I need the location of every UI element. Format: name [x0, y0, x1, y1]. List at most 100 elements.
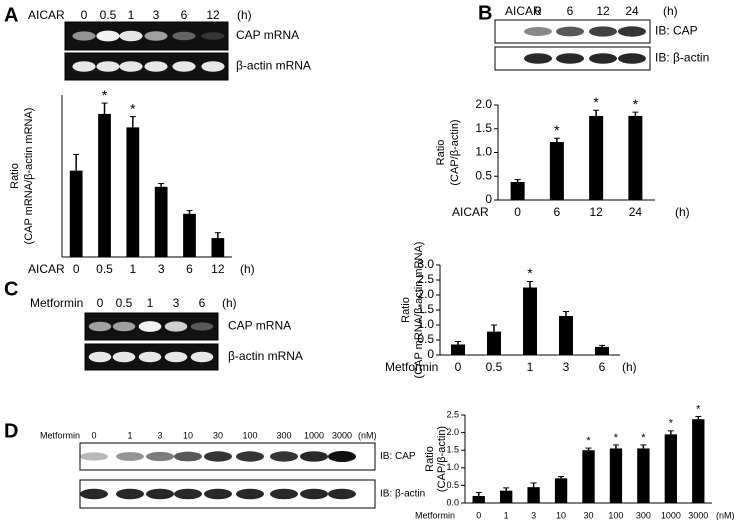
y-tick-label: 1.0 [475, 145, 492, 159]
band [72, 31, 96, 41]
y-axis-subtitle: (CAP mRNA/β-actin mRNA) [23, 108, 35, 245]
bar [154, 186, 168, 257]
bar [451, 344, 465, 355]
band [556, 53, 584, 64]
y-axis-title: Ratio [9, 163, 21, 189]
band [146, 451, 174, 462]
lane-label: 1 [147, 296, 154, 310]
band [172, 61, 196, 72]
lane-label: 300 [276, 430, 291, 440]
treatment-label: Metformin [30, 296, 83, 310]
x-axis-title: AICAR [452, 205, 489, 219]
x-tick-label: 1 [527, 360, 534, 374]
band [72, 61, 96, 72]
blot-row-label: IB: β-actin [655, 51, 709, 65]
x-tick-label: 0 [476, 510, 481, 520]
bar [554, 478, 568, 503]
band [144, 61, 168, 72]
lane-label: 0.5 [100, 8, 117, 22]
x-tick-label: 1 [129, 262, 136, 276]
lane-label: 0 [91, 430, 96, 440]
lane-label: 0.5 [116, 296, 133, 310]
band [112, 321, 136, 332]
band [174, 451, 202, 462]
y-tick-label: 3.0 [417, 257, 434, 271]
band [270, 451, 298, 462]
x-tick-label: 0 [455, 360, 462, 374]
bar [98, 113, 111, 258]
band [524, 27, 552, 36]
lane-label: 1000 [304, 430, 324, 440]
blot-row-label: CAP mRNA [236, 28, 299, 42]
x-tick-label: 0 [73, 262, 80, 276]
y-tick-label: 1.5 [446, 445, 459, 455]
lane-label: 3 [153, 8, 160, 22]
y-tick-label: 1.0 [417, 317, 434, 331]
x-tick-label: 3 [531, 510, 536, 520]
band [172, 31, 196, 41]
panel-letter: C [4, 278, 18, 300]
band [144, 31, 168, 41]
x-tick-label: 0.5 [96, 262, 113, 276]
lane-label: 3 [157, 430, 162, 440]
x-tick-label: 6 [554, 205, 561, 219]
x-axis-title: Metformin [415, 510, 455, 520]
y-axis-title: Ratio [424, 446, 436, 472]
y-tick-label: 0.5 [475, 168, 492, 182]
lane-label: 3 [173, 296, 180, 310]
y-tick-label: 0.5 [417, 332, 434, 346]
band [236, 451, 264, 462]
band [300, 488, 328, 500]
lane-label: 24 [625, 4, 639, 18]
band [556, 26, 584, 37]
bar [664, 434, 678, 503]
blot-row-label: β-actin mRNA [228, 349, 303, 363]
y-axis-subtitle: (CAP mRNA/β-actin mRNA) [413, 242, 425, 379]
band [119, 30, 143, 42]
bar [211, 238, 225, 257]
lane-label: 0 [535, 4, 542, 18]
lane-label: 6 [567, 4, 574, 18]
bar [510, 181, 525, 200]
x-tick-label: 100 [608, 510, 623, 520]
lane-label: 1 [128, 8, 135, 22]
band [328, 488, 356, 500]
band [270, 488, 298, 500]
blot-row-label: IB: CAP [380, 451, 416, 462]
x-unit: (h) [622, 360, 637, 374]
x-tick-label: 24 [629, 205, 643, 219]
lane-label: 6 [181, 8, 188, 22]
x-tick-label: 0.5 [486, 360, 503, 374]
y-tick-label: 1.5 [417, 302, 434, 316]
significance-marker: * [554, 122, 560, 138]
band [300, 451, 328, 462]
band [204, 488, 232, 500]
lane-label: 3000 [332, 430, 352, 440]
bar [559, 316, 573, 355]
x-tick-label: 6 [599, 360, 606, 374]
band [201, 32, 225, 40]
significance-marker: * [102, 87, 108, 103]
significance-marker: * [586, 435, 591, 447]
band [190, 322, 214, 331]
lane-label: 1 [127, 430, 132, 440]
lane-label: 10 [183, 430, 193, 440]
treatment-label: AICAR [505, 4, 542, 18]
unit-label: (h) [663, 4, 678, 18]
significance-marker: * [696, 403, 701, 415]
treatment-label: AICAR [28, 8, 65, 22]
bar [472, 495, 485, 503]
significance-marker: * [669, 418, 674, 430]
y-tick-label: 2.0 [446, 427, 459, 437]
blot-row-label: IB: β-actin [380, 489, 425, 500]
bar [487, 331, 501, 355]
band [190, 351, 214, 363]
band [524, 53, 552, 64]
x-axis-title: Metformin [385, 360, 438, 374]
band [80, 452, 108, 461]
treatment-label: Metformin [40, 430, 80, 440]
bar [595, 346, 609, 355]
blot-row-label: CAP mRNA [228, 319, 291, 333]
x-tick-label: 12 [211, 262, 225, 276]
